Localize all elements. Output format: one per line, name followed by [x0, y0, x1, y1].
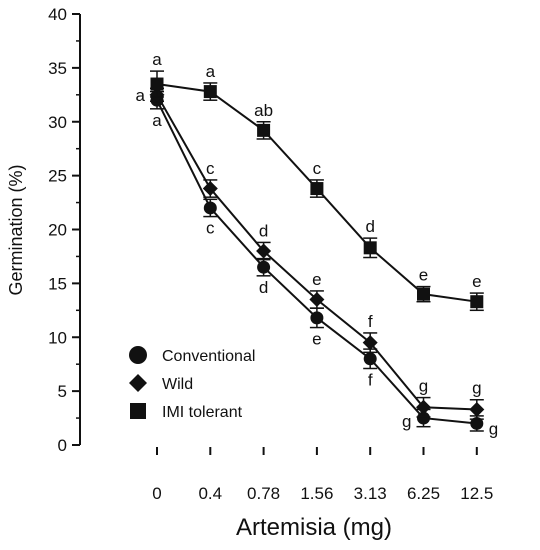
- legend-marker: [129, 346, 147, 364]
- data-point-conventional: [470, 416, 484, 430]
- legend-item-conventional: Conventional: [129, 346, 255, 365]
- x-axis-title: Artemisia (mg): [236, 514, 392, 541]
- legend: Conventional Wild IMI tolerant: [129, 346, 255, 421]
- significance-label: g: [419, 377, 428, 396]
- data-point-conventional: [310, 311, 324, 325]
- significance-label: e: [312, 270, 321, 289]
- data-point-imi-tolerant: [203, 85, 217, 99]
- legend-label: IMI tolerant: [162, 404, 243, 421]
- significance-label: d: [259, 221, 268, 240]
- x-tick-label: 0.78: [247, 484, 280, 503]
- y-tick-label: 30: [48, 113, 67, 132]
- x-tick-label: 3.13: [354, 484, 387, 503]
- x-tick-label: 6.25: [407, 484, 440, 503]
- significance-label: e: [312, 330, 321, 349]
- legend-label: Conventional: [162, 348, 255, 365]
- legend-label: Wild: [162, 376, 193, 393]
- series-wild: [149, 87, 485, 420]
- data-point-imi-tolerant: [310, 182, 324, 196]
- data-point-conventional: [363, 352, 377, 366]
- significance-label: a: [152, 111, 162, 130]
- significance-label: e: [419, 266, 428, 285]
- y-axis-title: Germination (%): [6, 164, 26, 295]
- significance-label: f: [368, 312, 373, 331]
- significance-label: f: [368, 370, 373, 389]
- significance-label: g: [402, 412, 411, 431]
- series: [149, 70, 485, 432]
- data-point-imi-tolerant: [150, 77, 164, 91]
- data-point-wild: [256, 243, 272, 259]
- data-point-imi-tolerant: [257, 123, 271, 137]
- x-tick-label: 0: [152, 484, 161, 503]
- y-tick-label: 0: [58, 436, 67, 455]
- legend-marker: [130, 403, 146, 419]
- data-point-conventional: [417, 411, 430, 425]
- significance-label: a: [136, 86, 146, 105]
- significance-label: c: [313, 159, 322, 178]
- series-imi-tolerant: [150, 70, 484, 312]
- y-tick-label: 20: [48, 221, 67, 240]
- legend-item-imi-tolerant: IMI tolerant: [130, 403, 243, 421]
- data-point-imi-tolerant: [417, 287, 430, 301]
- significance-label: a: [206, 62, 216, 81]
- data-point-wild: [362, 335, 378, 351]
- significance-label: g: [472, 379, 481, 398]
- data-point-wild: [309, 292, 325, 308]
- data-point-imi-tolerant: [363, 241, 377, 255]
- data-point-wild: [416, 399, 431, 415]
- y-tick-label: 40: [48, 5, 67, 24]
- y-tick-label: 15: [48, 274, 67, 293]
- significance-label: a: [152, 50, 162, 69]
- significance-label: e: [472, 272, 481, 291]
- x-tick-label: 1.56: [300, 484, 333, 503]
- x-tick-label: 12.5: [460, 484, 493, 503]
- data-point-conventional: [203, 201, 217, 215]
- data-point-conventional: [257, 260, 271, 274]
- significance-label: c: [206, 159, 215, 178]
- significance-label: g: [489, 419, 498, 438]
- significance-label: d: [259, 278, 268, 297]
- data-point-imi-tolerant: [470, 295, 484, 309]
- series-line-conventional: [156, 99, 477, 425]
- significance-label: ab: [254, 101, 273, 120]
- y-tick-label: 25: [48, 167, 67, 186]
- x-tick-label: 0.4: [198, 484, 222, 503]
- data-point-wild: [202, 181, 218, 197]
- legend-marker: [129, 374, 147, 392]
- series-conventional: [150, 90, 484, 432]
- legend-item-wild: Wild: [129, 374, 193, 393]
- data-point-wild: [469, 401, 485, 417]
- axes: 0 5 10 15 20 25 30 35 40 0 0.4 0.78 1.56 3.13 6.25 12.5: [48, 5, 493, 503]
- y-tick-label: 35: [48, 59, 67, 78]
- significance-label: c: [206, 219, 215, 238]
- significance-label: d: [365, 217, 374, 236]
- y-tick-label: 10: [48, 328, 67, 347]
- y-tick-label: 5: [58, 382, 67, 401]
